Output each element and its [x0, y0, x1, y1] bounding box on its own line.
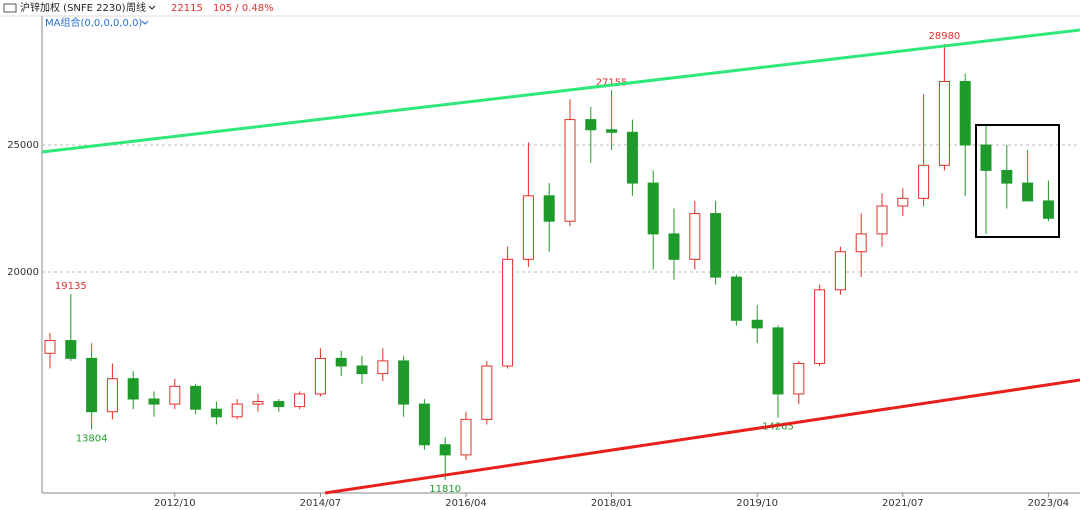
instrument[interactable]: 沪锌加权 (SNFE 2230)	[20, 1, 126, 14]
candle-body	[647, 182, 659, 235]
candle-body	[502, 258, 514, 367]
candle-body	[564, 119, 576, 222]
candle-body	[980, 144, 992, 171]
highlight-box	[975, 124, 1060, 238]
candle-body	[772, 327, 784, 395]
period[interactable]: 周线	[126, 1, 146, 14]
plot: 20000 25000 2012/10 2014/07 2016/04 2018/01 20…	[7, 31, 1080, 509]
candle-body	[106, 378, 118, 413]
x-tick-label: 2019/10	[736, 498, 778, 509]
candle-body	[481, 365, 493, 420]
candle-body	[314, 357, 326, 395]
candle-body	[398, 360, 410, 405]
last-price: 22115	[171, 3, 203, 14]
candle-body	[751, 319, 763, 329]
price-change: 105 / 0.48%	[213, 3, 274, 14]
period-chevron[interactable]	[148, 5, 156, 10]
candle-body	[938, 81, 950, 166]
extreme-label: 11810	[429, 484, 461, 495]
extreme-label: 14265	[762, 422, 794, 433]
candle-body	[210, 408, 222, 418]
candle-body	[959, 81, 971, 146]
candle-body	[626, 131, 638, 184]
candle-body	[793, 362, 805, 395]
candle-body	[814, 289, 826, 364]
candle-body	[876, 205, 888, 235]
candle-body	[460, 418, 472, 456]
candle-body	[439, 444, 451, 456]
candle-body	[585, 119, 597, 131]
candle-body	[190, 385, 202, 410]
candle-body	[86, 357, 98, 413]
candle-body	[127, 378, 139, 400]
x-tick-label: 2018/01	[591, 498, 633, 509]
candle-body	[231, 403, 243, 418]
candle-body	[834, 251, 846, 291]
candle-body	[148, 398, 160, 405]
x-tick-label: 2016/04	[445, 498, 487, 509]
candle-body	[1022, 182, 1034, 202]
candle-body	[710, 213, 722, 278]
x-tick-label: 2012/10	[154, 498, 196, 509]
candle-body	[252, 401, 264, 405]
extreme-label: 13804	[76, 433, 108, 444]
menu-icon[interactable]	[3, 3, 17, 13]
candle-body	[855, 233, 867, 253]
candle-body	[543, 195, 555, 222]
candle-body	[668, 233, 680, 260]
x-tick-label: 2023/04	[1028, 498, 1070, 509]
x-tick-label: 2021/07	[882, 498, 924, 509]
candle-body	[377, 360, 389, 375]
candle-body	[918, 164, 930, 199]
candle-body	[606, 129, 618, 133]
candle-body	[522, 195, 534, 260]
candle-body	[418, 403, 430, 446]
candle-body	[730, 276, 742, 321]
y-tick-label: 25000	[7, 140, 39, 151]
candle-body	[169, 385, 181, 405]
lower-trendline	[324, 378, 1080, 495]
candle-body	[356, 365, 368, 375]
extreme-label: 27155	[596, 77, 628, 88]
candle-body	[335, 357, 347, 367]
x-tick-label: 2014/07	[300, 498, 342, 509]
extreme-label: 19135	[55, 281, 87, 292]
y-tick-label: 20000	[7, 267, 39, 278]
upper-trendline	[41, 28, 1080, 154]
candle-body	[689, 213, 701, 260]
extreme-label: 28980	[928, 31, 960, 42]
candle-body	[1042, 200, 1054, 219]
candle-body	[44, 340, 56, 354]
candle-body	[294, 393, 306, 408]
candle-body	[897, 197, 909, 207]
indicator[interactable]: MA组合(0,0,0,0,0,0)	[45, 16, 142, 29]
candle-body	[1001, 169, 1013, 184]
candle-body	[273, 401, 285, 408]
candle-body	[65, 340, 77, 359]
indicator-chevron[interactable]	[141, 20, 149, 25]
